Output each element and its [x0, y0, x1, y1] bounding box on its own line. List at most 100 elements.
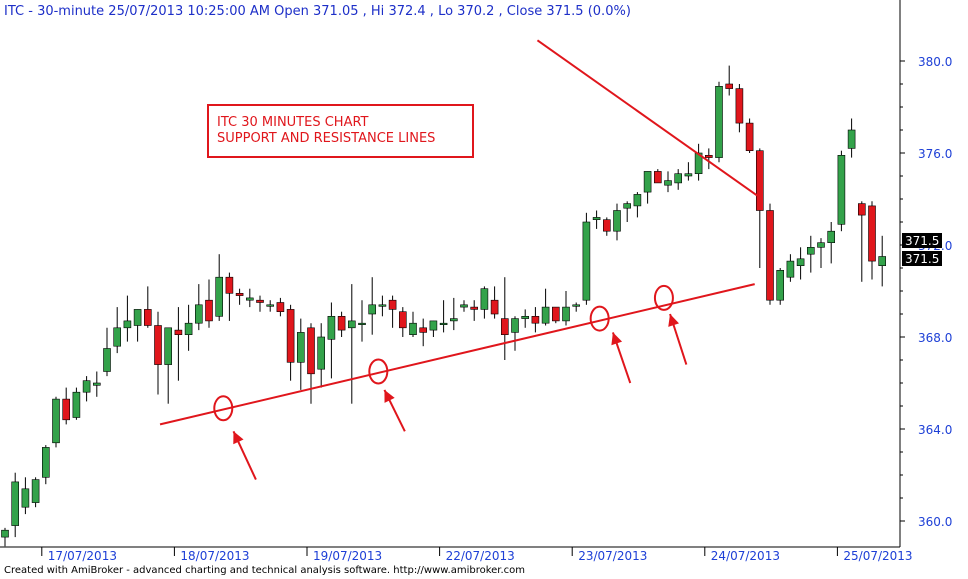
candle [623, 201, 632, 222]
candle [439, 300, 448, 333]
candle-body [52, 398, 60, 444]
candle-body [429, 320, 438, 331]
support-line [159, 283, 755, 426]
candle-body [123, 320, 132, 329]
candle-body [195, 304, 203, 324]
candle-body [154, 325, 162, 365]
candle-body [786, 260, 795, 278]
candle-body [745, 122, 754, 151]
candle [21, 477, 30, 515]
candle [276, 297, 285, 317]
candle [52, 396, 60, 448]
candle [419, 318, 428, 347]
candle-body [103, 348, 111, 372]
candle [246, 288, 254, 308]
x-tick-label: 24/07/2013 [711, 549, 780, 563]
candle [103, 327, 111, 377]
candle [633, 192, 642, 218]
title-datetime: 25/07/2013 10:25:00 AM [108, 4, 270, 19]
candle [205, 279, 213, 328]
candle [358, 300, 366, 342]
candle-body [174, 329, 183, 336]
candle [195, 284, 203, 331]
candle-body [837, 155, 846, 225]
candle-body [21, 488, 30, 508]
candle-body [480, 288, 489, 310]
candle [256, 295, 264, 312]
title-high-label: Hi [371, 4, 384, 19]
candle-body [531, 315, 540, 324]
candle-body [1, 529, 9, 538]
candle [511, 316, 519, 351]
candle [694, 143, 703, 181]
title-close-value: 371.5 [546, 4, 583, 19]
candle-body [184, 322, 193, 336]
candle-body [368, 304, 377, 315]
candle-body [133, 309, 142, 326]
y-tick-label: 368.0 [918, 331, 952, 345]
candle [347, 284, 356, 404]
candle-body [41, 447, 50, 478]
resistance-line [536, 39, 760, 198]
candle [398, 307, 407, 337]
annotation-box: ITC 30 MINUTES CHART SUPPORT AND RESISTA… [207, 104, 474, 158]
y-tick-label: 364.0 [918, 423, 952, 437]
highlight-circle [368, 358, 389, 385]
candle-body [613, 210, 621, 232]
price-tag-1: 371.5 [902, 233, 942, 248]
x-tick-label: 17/07/2013 [48, 549, 117, 563]
candle-body [246, 297, 254, 301]
candle-body [806, 247, 815, 255]
candle [82, 376, 91, 402]
candle-body [847, 129, 856, 149]
candle-body [776, 269, 785, 301]
candle [11, 472, 19, 538]
candle [266, 300, 275, 312]
candle [215, 254, 223, 321]
candle-body [664, 180, 672, 186]
candle-body [419, 327, 428, 333]
candle [551, 306, 560, 324]
candle-body [755, 150, 764, 211]
candle [592, 210, 601, 229]
candle [286, 304, 295, 381]
candle-body [653, 171, 662, 184]
candle [582, 212, 591, 305]
candle [715, 81, 723, 163]
candle [174, 307, 183, 381]
candle-body [592, 217, 601, 220]
candle [776, 268, 785, 305]
candle-body [307, 327, 315, 375]
candle-body [827, 230, 836, 243]
candle [154, 311, 162, 395]
candle-body [674, 173, 683, 184]
pointer-arrow [668, 313, 688, 365]
candle [755, 148, 764, 268]
candle [409, 311, 417, 337]
title-change: (0.0%) [588, 4, 631, 19]
candle-body [378, 304, 387, 307]
candles [1, 65, 887, 547]
candle [296, 318, 305, 390]
candle [307, 323, 315, 404]
candle-body [868, 205, 876, 262]
candle [133, 309, 142, 342]
title-symbol: ITC [4, 4, 24, 19]
candle [113, 307, 121, 354]
candle [572, 302, 581, 312]
candle [72, 387, 81, 420]
candle [806, 235, 815, 273]
candle-body [684, 173, 693, 177]
candle [144, 286, 152, 328]
candle-body [796, 258, 805, 266]
candle-body [388, 299, 397, 310]
candle-body [766, 210, 774, 301]
candle [653, 169, 662, 184]
annotation-line-1: ITC 30 MINUTES CHART [217, 115, 369, 130]
x-axis: 17/07/2013 18/07/2013 19/07/2013 22/07/2013… [41, 547, 913, 563]
candle [490, 286, 499, 319]
candle [725, 65, 734, 96]
candle-body [296, 332, 305, 363]
candle-body [286, 309, 295, 363]
candle-body [439, 322, 448, 326]
